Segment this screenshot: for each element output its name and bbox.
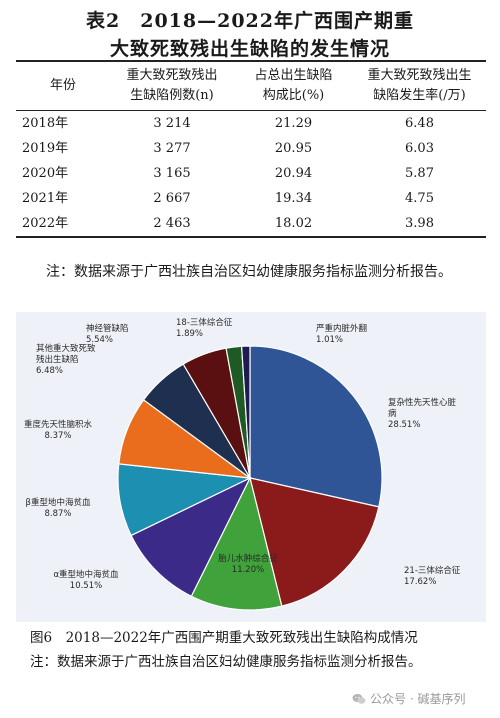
pie-slice	[130, 476, 252, 598]
cell-year: 2020年	[22, 166, 69, 181]
pie-slice-label: 严重内脏外翻 1.01%	[316, 323, 367, 345]
watermark: 公众号 · 碱基序列	[352, 690, 465, 707]
pie-chart: 复杂性先天性心脏病 28.51% 21-三体综合征 17.62% 胎儿水肿综合征 11.2…	[24, 317, 461, 611]
cell-rate: 6.48	[405, 116, 434, 131]
cell-cases: 3 165	[153, 166, 191, 181]
cell-proportion: 21.29	[274, 116, 313, 131]
header-rate: 重大致死致残出生 缺陷发生率(/万)	[367, 68, 472, 103]
data-table: 年份 重大致死致残出 生缺陷例数(n) 占总出生缺陷 构成比(%) 重大致死致残…	[16, 60, 486, 238]
table-header-row: 年份 重大致死致残出 生缺陷例数(n) 占总出生缺陷 构成比(%) 重大致死致残…	[16, 61, 486, 111]
pie-labels: 复杂性先天性心脏病 28.51% 21-三体综合征 17.62% 胎儿水肿综合征 11.2…	[24, 317, 461, 591]
cell-cases: 2 667	[153, 191, 191, 206]
cell-year: 2021年	[22, 191, 69, 206]
table-row: 2018年 3 214 21.29 6.48	[16, 111, 486, 137]
header-year: 年份	[49, 78, 76, 93]
pie-slice	[240, 345, 251, 479]
watermark-text: 公众号 · 碱基序列	[370, 692, 466, 706]
cell-proportion: 20.95	[274, 141, 313, 156]
cell-cases: 2 463	[153, 216, 191, 231]
pie-slice-label: 21-三体综合征 17.62%	[404, 565, 461, 587]
pie-slice-label: α重型地中海贫血 10.51%	[53, 569, 119, 591]
pie-chart-panel: 复杂性先天性心脏病 28.51% 21-三体综合征 17.62% 胎儿水肿综合征 11.2…	[16, 312, 486, 622]
figure-note: 注：数据来源于广西壮族自治区妇幼健康服务指标监测分析报告。	[30, 654, 422, 670]
table-row: 2020年 3 165 20.94 5.87	[16, 161, 486, 186]
pie-slice-label: 神经管缺陷 5.54%	[86, 323, 129, 345]
cell-proportion: 20.94	[274, 166, 313, 181]
table-row: 2022年 2 463 18.02 3.98	[16, 211, 486, 237]
cell-cases: 3 214	[153, 116, 191, 131]
pie-slice-label: 18-三体综合征 1.89%	[176, 317, 233, 339]
table-row: 2021年 2 667 19.34 4.75	[16, 186, 486, 211]
cell-rate: 6.03	[405, 141, 434, 156]
cell-cases: 3 277	[153, 141, 191, 156]
table-note: 注：数据来源于广西壮族自治区妇幼健康服务指标监测分析报告。	[46, 264, 452, 280]
cell-proportion: 19.34	[274, 191, 313, 206]
table-row: 2019年 3 277 20.95 6.03	[16, 136, 486, 161]
table-title-line2: 大致死致残出生缺陷的发生情况	[109, 38, 390, 60]
header-proportion: 占总出生缺陷 构成比(%)	[254, 68, 333, 103]
cell-proportion: 18.02	[274, 216, 313, 231]
header-cases: 重大致死致残出 生缺陷例数(n)	[126, 68, 218, 103]
cell-rate: 4.75	[405, 191, 434, 206]
pie-slices	[117, 345, 383, 611]
wechat-icon	[352, 693, 366, 704]
pie-slice-label: 重度先天性脑积水 8.37%	[24, 419, 93, 441]
table-title-line1: 表2 2018—2022年广西围产期重	[86, 10, 414, 32]
pie-slice-label: 其他重大致死致残出生缺陷 6.48%	[36, 343, 96, 376]
cell-rate: 5.87	[405, 166, 434, 181]
cell-year: 2018年	[22, 116, 69, 131]
cell-year: 2022年	[22, 216, 69, 231]
cell-rate: 3.98	[405, 216, 434, 231]
cell-year: 2019年	[22, 141, 69, 156]
pie-slice	[190, 476, 283, 611]
pie-slice	[249, 345, 383, 508]
pie-slice-label: β重型地中海贫血 8.87%	[26, 497, 91, 519]
pie-slice-label: 复杂性先天性心脏病 28.51%	[388, 397, 457, 430]
pie-slice	[249, 477, 380, 607]
figure-caption: 图6 2018—2022年广西围产期重大致死致残出生缺陷构成情况	[30, 630, 418, 646]
pie-slice-label: 胎儿水肿综合征 11.20%	[218, 553, 278, 575]
